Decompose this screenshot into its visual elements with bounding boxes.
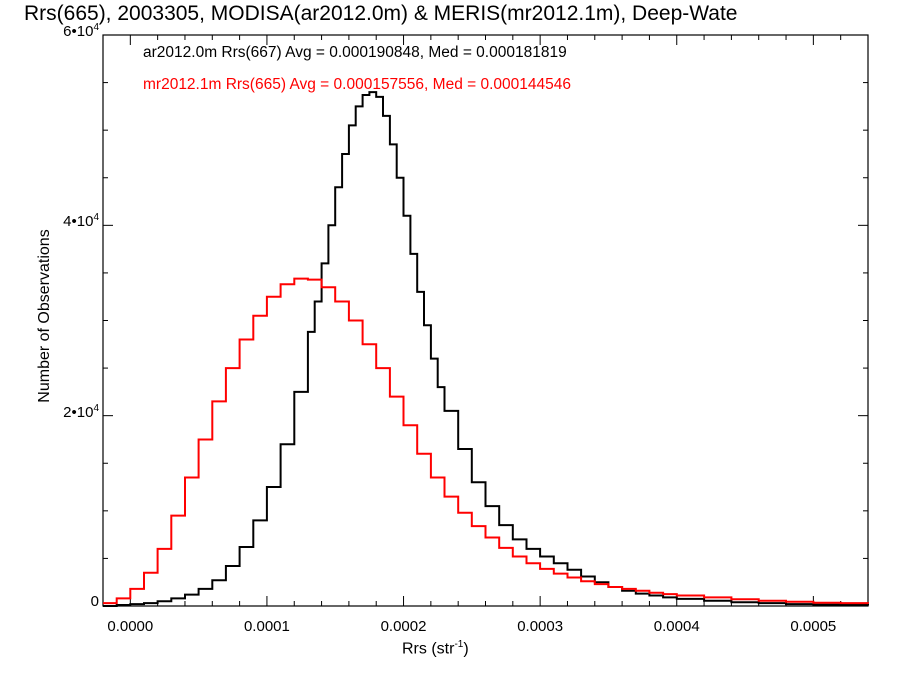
chart-title: Rrs(665), 2003305, MODISA(ar2012.0m) & M… — [24, 2, 738, 25]
x-tick-label: 0.0002 — [380, 618, 427, 635]
y-tick-label: 2•104 — [63, 402, 99, 421]
legend-entry-black: ar2012.0m Rrs(667) Avg = 0.000190848, Me… — [143, 44, 567, 61]
series-line-black — [103, 91, 869, 607]
plot-series — [103, 91, 869, 607]
y-axis-label: Number of Observations — [36, 229, 53, 403]
legend-entry-red: mr2012.1m Rrs(665) Avg = 0.000157556, Me… — [143, 76, 571, 93]
x-tick-label: 0.0001 — [243, 618, 290, 635]
plot-axes — [102, 34, 869, 607]
x-tick-label: 0.0004 — [653, 618, 700, 635]
series-line-red — [103, 277, 869, 605]
x-axis-label: Rrs (str-1) — [402, 639, 469, 658]
x-tick-label: 0.0005 — [790, 618, 837, 635]
y-tick-label: 6•104 — [63, 22, 99, 40]
plot-frame — [102, 34, 869, 607]
y-tick-label: 4•104 — [63, 212, 99, 231]
x-tick-label: 0.0000 — [107, 618, 154, 635]
y-tick-label: 0 — [90, 593, 99, 610]
x-tick-label: 0.0003 — [517, 618, 564, 635]
